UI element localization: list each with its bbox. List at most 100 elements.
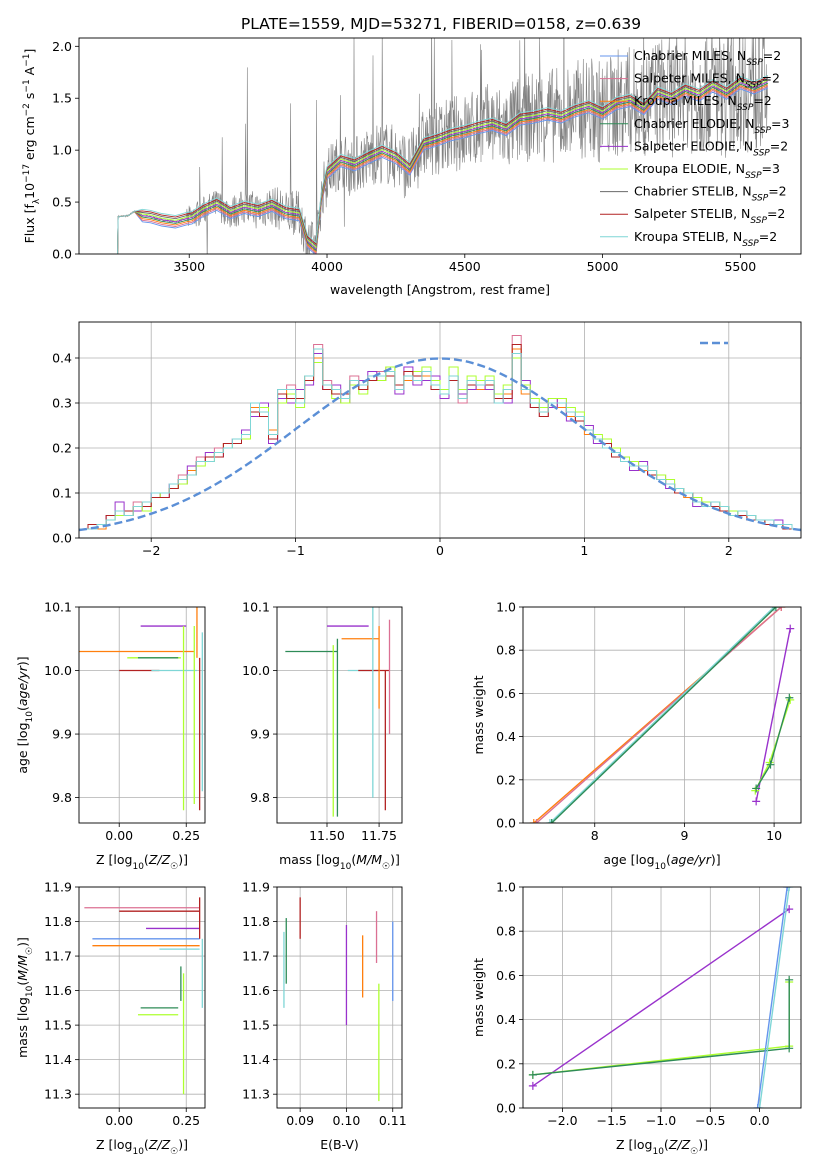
- age-vs-mass-panel-xlabel-part: (: [351, 852, 356, 867]
- model-spectrum-3: [117, 82, 769, 254]
- y-tick-label: 0.5: [52, 195, 72, 210]
- age-vs-Z-panel-ylabel-part: (: [15, 706, 30, 711]
- mass-vs-Z-panel-ylabel-part: 10: [25, 985, 35, 997]
- weight-vs-Z-panel-plot: [528, 887, 794, 1108]
- age-vs-Z-panel-plot: [79, 607, 203, 811]
- spectrum-ylabel-part: −1: [22, 79, 32, 92]
- legend-label-part: Salpeter MILES, N: [634, 71, 745, 86]
- age-vs-Z-panel-ylabel-part: age/yr: [15, 665, 30, 706]
- x-tick-label: 0: [436, 543, 444, 558]
- legend-label: Chabrier ELODIE, NSSP=3: [634, 116, 789, 136]
- x-tick-label: 4500: [449, 259, 481, 274]
- weight-vs-Z-panel-xlabel-part: ☉: [690, 1147, 698, 1157]
- mass-vs-Z-panel-xlabel-part: ☉: [170, 1147, 178, 1157]
- mass-vs-Z-panel-xlabel: Z [log10(Z/Z☉)]: [96, 1137, 188, 1157]
- spectrum-ylabel-part: s: [22, 93, 37, 104]
- weight-marker: [785, 693, 794, 702]
- y-tick-label: 11.5: [44, 1018, 72, 1033]
- age-vs-Z-panel-ylabel-part: )]: [15, 656, 30, 666]
- weight-vs-Z-panel-xlabel: Z [log10(Z/Z☉)]: [616, 1137, 708, 1157]
- legend-label-part: Chabrier STELIB, N: [634, 184, 752, 199]
- weight-vs-Z-panel-ylabel: mass weight: [471, 958, 486, 1037]
- model-spectrum-7: [117, 76, 769, 254]
- x-tick-label: 0.25: [172, 1113, 200, 1128]
- age-vs-Z-panel-xlabel-part: (: [144, 852, 149, 867]
- weight-series-4: [756, 887, 788, 1108]
- weight-vs-age-panel-xlabel-part: age/yr: [671, 852, 712, 867]
- mass-vs-Z-panel-xlabel-part: (: [144, 1137, 149, 1152]
- y-tick-label: 0.6: [496, 686, 516, 701]
- weight-marker: [528, 1081, 537, 1090]
- weight-series-3: [551, 607, 777, 823]
- axes-frame: [276, 606, 403, 824]
- y-tick-label: 1.0: [496, 600, 516, 615]
- age-vs-mass-panel: 11.50 11.75 9.8 9.9 10.0 10.1 mass [log10(M/M☉…: [242, 600, 403, 872]
- residuals-panel: −2 −1 0 1 2 0.0 0.1 0.2 0.3 0.4: [52, 321, 802, 558]
- age-vs-Z-panel-ylabel-part: age [log: [15, 722, 30, 773]
- legend-label-part: SSP: [752, 194, 769, 204]
- y-tick-label: 0.1: [52, 486, 72, 501]
- y-tick-label: 11.6: [44, 983, 72, 998]
- age-vs-Z-panel-xlabel-part: Z/Z: [148, 852, 171, 867]
- mass-vs-ebv-panel-plot: [283, 897, 394, 1102]
- legend-label-part: SSP: [737, 103, 754, 113]
- axes-frame: [78, 321, 802, 539]
- weight-vs-age-panel-ylabel: mass weight: [471, 675, 486, 754]
- x-tick-label: 4000: [311, 259, 343, 274]
- legend-label: Kroupa STELIB, NSSP=2: [634, 229, 777, 249]
- x-tick-label: −1: [286, 543, 304, 558]
- legend-label-part: SSP: [745, 81, 762, 91]
- weight-vs-age-panel-xlabel-part: age [log: [603, 852, 654, 867]
- mass-vs-Z-panel-xlabel-part: Z [log: [96, 1137, 132, 1152]
- weight-vs-age-panel-xlabel: age [log10(age/yr)]: [603, 852, 720, 872]
- spectrum-ylabel-part: A: [22, 66, 37, 79]
- y-tick-label: 0.2: [496, 772, 516, 787]
- weight-vs-Z-panel-xlabel-part: 10: [652, 1147, 664, 1157]
- y-tick-label: 11.6: [242, 983, 270, 998]
- legend-label-part: Kroupa MILES, N: [634, 93, 737, 108]
- y-tick-label: 11.8: [44, 914, 72, 929]
- y-tick-label: 0.0: [52, 247, 72, 262]
- age-vs-mass-panel-xlabel-part: )]: [390, 852, 400, 867]
- y-tick-label: 10.1: [242, 600, 270, 615]
- axes-frame: [78, 37, 802, 255]
- x-tick-label: 0.25: [172, 828, 200, 843]
- spectrum-ylabel-part: λ: [32, 198, 42, 204]
- weight-vs-Z-panel-xlabel-part: Z/Z: [668, 1137, 691, 1152]
- axes-frame: [78, 606, 206, 824]
- weight-vs-Z-panel-xlabel-part: (: [664, 1137, 669, 1152]
- y-tick-label: 0.2: [52, 441, 72, 456]
- weight-vs-age-panel-xlabel-part: (: [666, 852, 671, 867]
- y-tick-label: 1.0: [496, 880, 516, 895]
- legend-label-part: Kroupa ELODIE, N: [634, 161, 745, 176]
- y-tick-label: 10.0: [44, 663, 72, 678]
- legend-label-part: =3: [762, 161, 780, 176]
- age-vs-mass-panel-xlabel-part: ☉: [382, 862, 390, 872]
- weight-vs-age-panel-plot: [529, 607, 795, 823]
- x-tick-label: −2.0: [547, 1113, 577, 1128]
- spectrum-xlabel-part: wavelength [Angstrom, rest frame]: [330, 282, 550, 297]
- weight-series-0: [532, 908, 790, 1087]
- y-tick-label: 11.4: [242, 1052, 270, 1067]
- legend-label-part: =2: [763, 48, 781, 63]
- mass-vs-Z-panel-plot: [84, 897, 203, 1095]
- weight-marker: [783, 887, 792, 891]
- legend-label-part: SSP: [750, 216, 767, 226]
- age-vs-Z-panel-xlabel-part: ☉: [170, 862, 178, 872]
- legend-label: Kroupa MILES, NSSP=2: [634, 93, 772, 113]
- legend-label-part: =2: [768, 184, 786, 199]
- x-tick-label: 8: [591, 828, 599, 843]
- legend-label: Chabrier STELIB, NSSP=2: [634, 184, 787, 204]
- weight-marker: [777, 607, 786, 611]
- legend-label: Salpeter STELIB, NSSP=2: [634, 206, 785, 226]
- y-tick-label: 1.0: [52, 143, 72, 158]
- y-tick-label: 10.1: [44, 600, 72, 615]
- age-vs-mass-panel-xlabel: mass [log10(M/M☉)]: [279, 852, 400, 872]
- x-tick-label: 10: [766, 828, 782, 843]
- mass-vs-ebv-panel-xlabel-part: E(B-V): [320, 1137, 359, 1152]
- axes-frame: [78, 886, 206, 1109]
- spectrum-panel: 3500 4000 4500 5000 5500 0.0 0.5 1.0 1.5 2.0 Chabr…: [22, 37, 802, 297]
- mass-vs-Z-panel-ylabel-part: (: [15, 981, 30, 986]
